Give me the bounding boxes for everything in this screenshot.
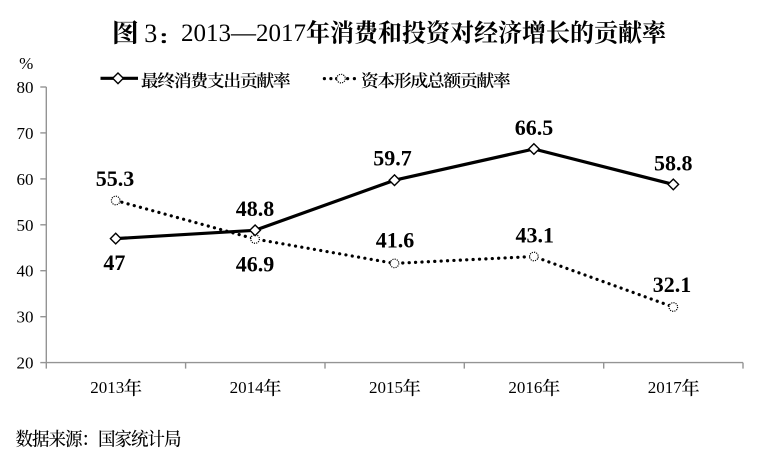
svg-text:3: 3: [144, 19, 157, 48]
svg-text:%: %: [19, 54, 33, 73]
svg-text:32.1: 32.1: [653, 272, 692, 297]
svg-text:48.8: 48.8: [236, 196, 275, 221]
svg-text:2013—2017: 2013—2017: [181, 20, 306, 47]
svg-text:47: 47: [103, 250, 125, 275]
svg-text:2013: 2013: [90, 378, 124, 397]
svg-text:40: 40: [17, 262, 34, 281]
svg-text:30: 30: [17, 308, 34, 327]
svg-text:66.5: 66.5: [515, 115, 554, 140]
svg-text:43.1: 43.1: [516, 223, 555, 248]
svg-text:59.7: 59.7: [373, 146, 412, 171]
svg-text:2016: 2016: [508, 378, 542, 397]
svg-text:20: 20: [17, 354, 34, 373]
svg-text:2015: 2015: [369, 378, 403, 397]
svg-text:60: 60: [17, 170, 34, 189]
svg-text:46.9: 46.9: [236, 252, 275, 277]
svg-text:41.6: 41.6: [376, 228, 415, 253]
svg-text:50: 50: [17, 216, 34, 235]
svg-text:80: 80: [17, 78, 34, 97]
svg-text:55.3: 55.3: [96, 166, 135, 191]
svg-text:2017: 2017: [648, 378, 683, 397]
svg-text:70: 70: [17, 124, 34, 143]
svg-text:2014: 2014: [230, 378, 265, 397]
svg-text:58.8: 58.8: [654, 151, 693, 176]
